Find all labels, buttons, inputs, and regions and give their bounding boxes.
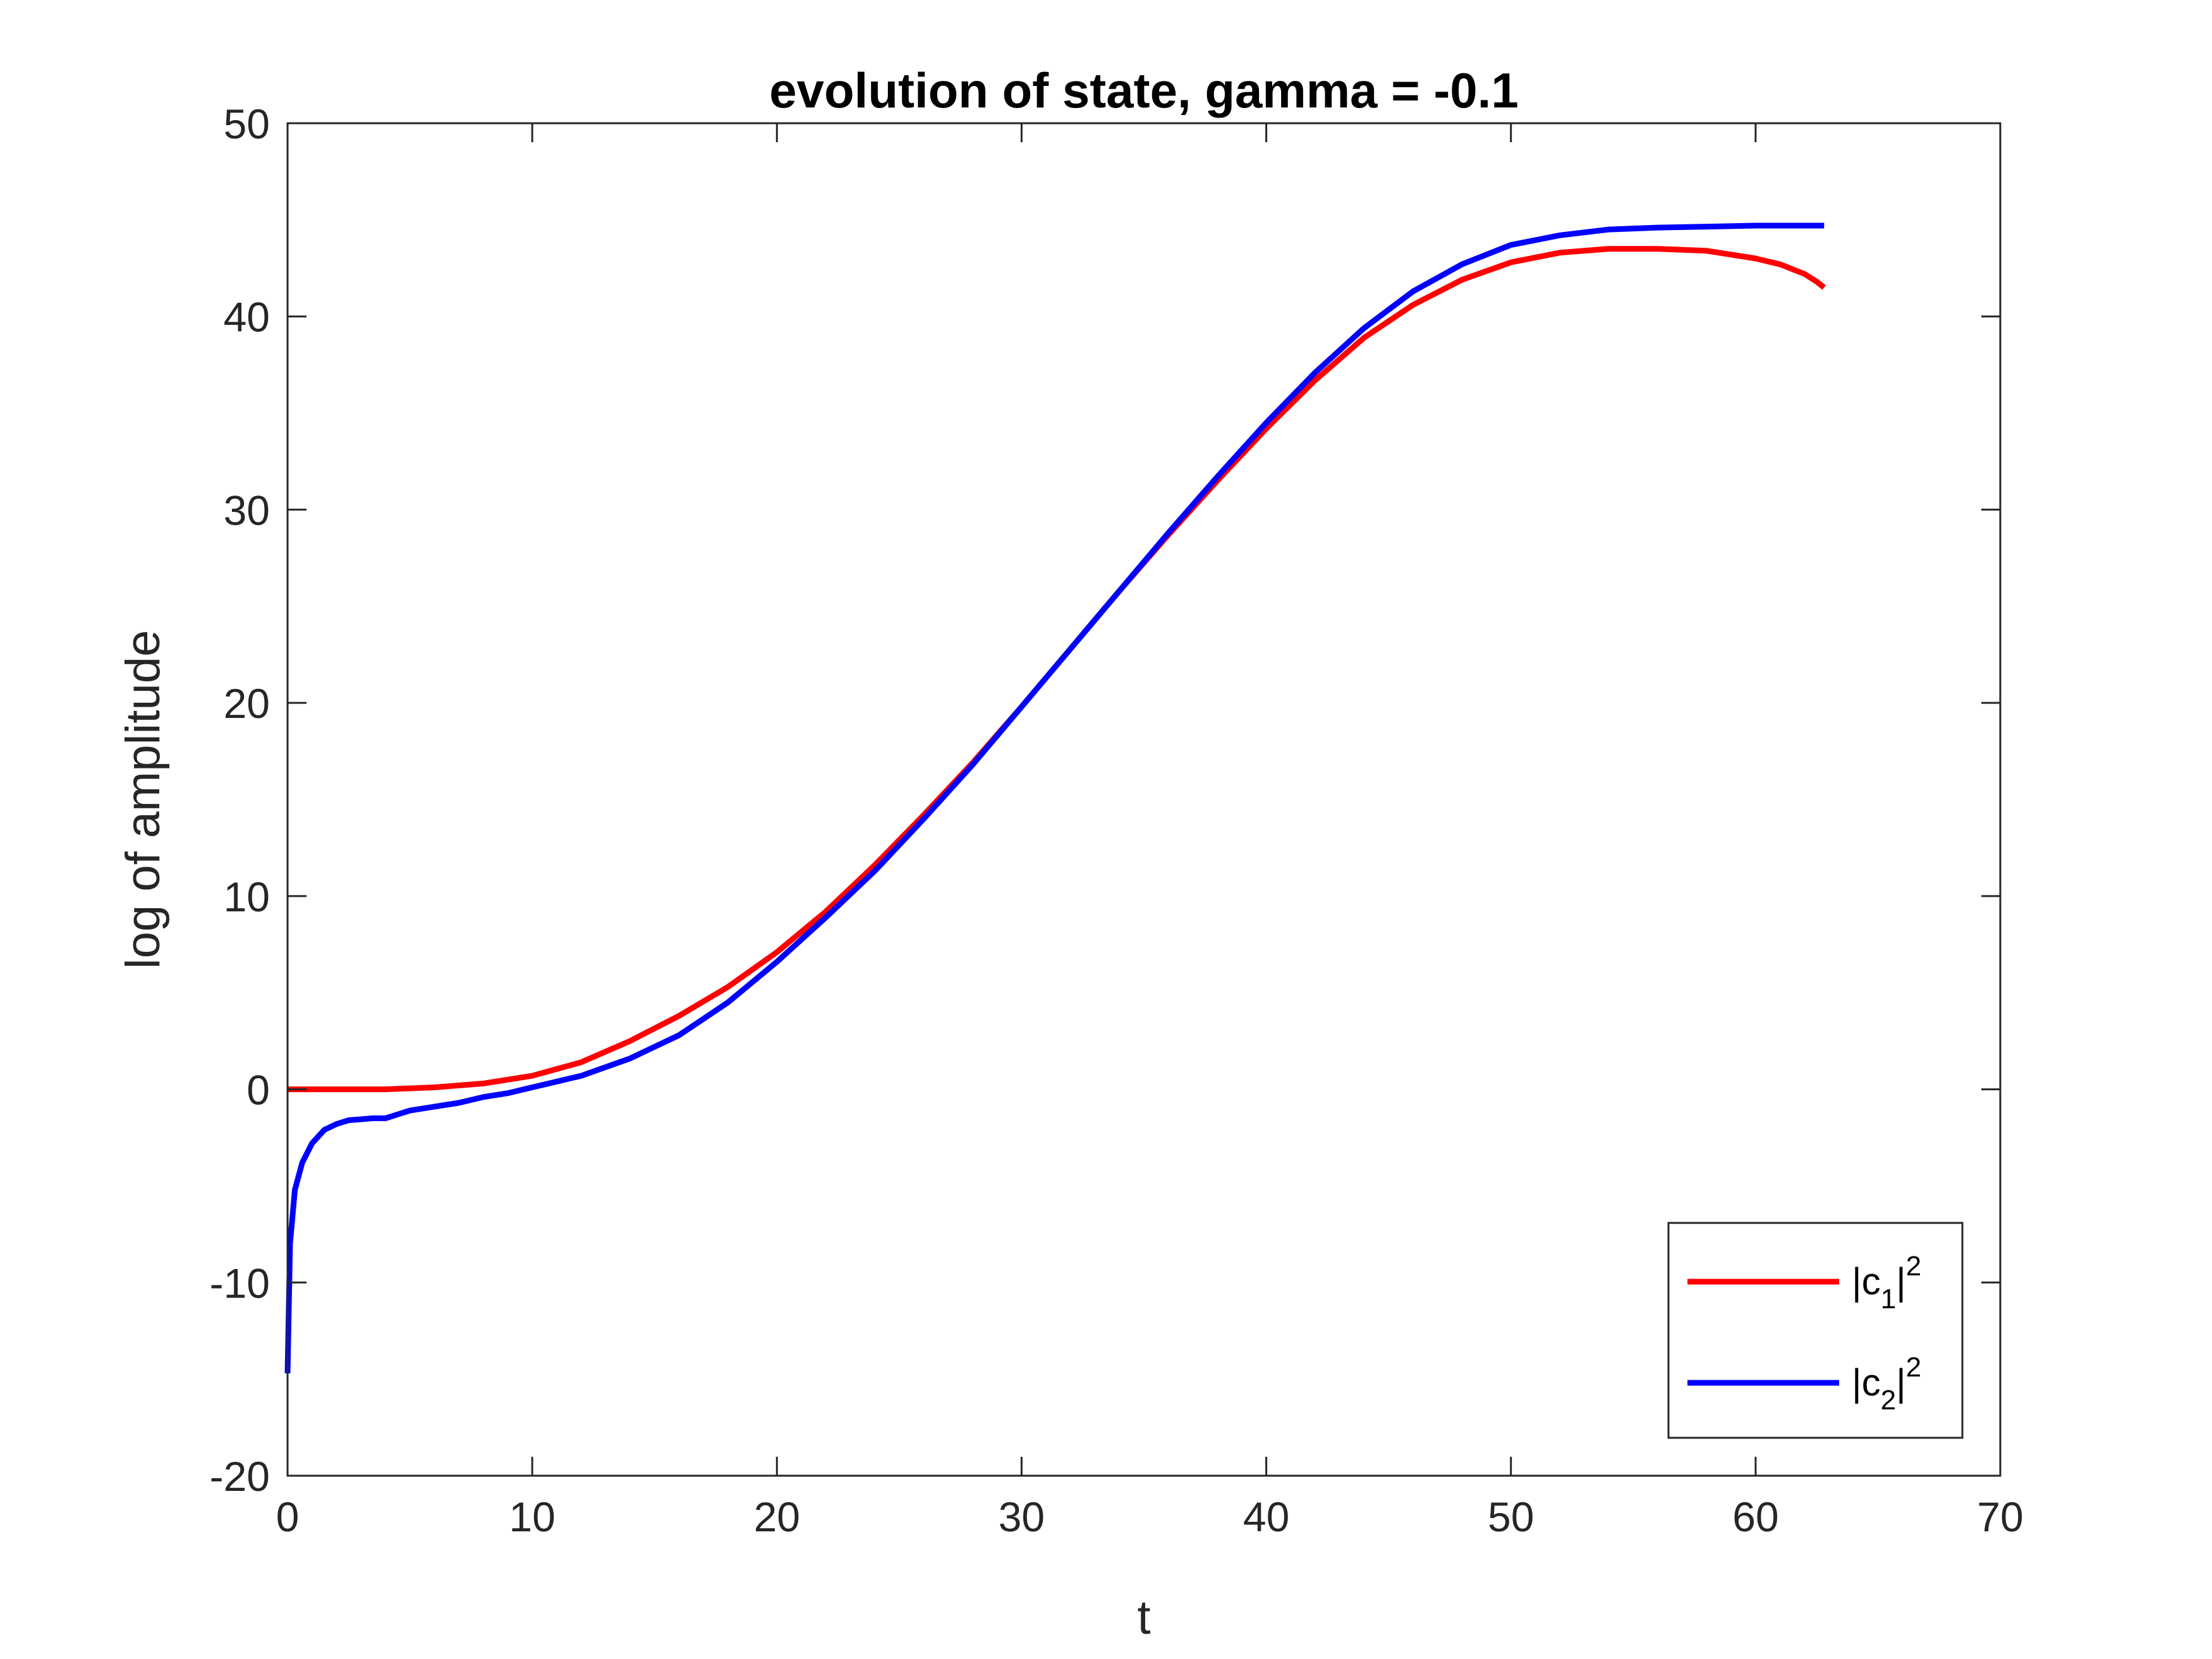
- legend: |c1|2 |c2|2: [1667, 1222, 1964, 1439]
- series-line-c2: [284, 222, 1825, 1374]
- x-tick-label: 70: [1977, 1493, 2023, 1540]
- chart-title: evolution of state, gamma = -0.1: [769, 63, 1518, 118]
- x-axis-label: t: [1137, 1591, 1150, 1644]
- y-tick-label: 0: [246, 1067, 270, 1114]
- y-tick-label: -10: [210, 1260, 270, 1306]
- x-tick-label: 50: [1488, 1493, 1534, 1540]
- x-tick-label: 40: [1243, 1493, 1289, 1540]
- legend-entry-c2: |c2|2: [1852, 1352, 1921, 1416]
- x-tick-label: 10: [509, 1493, 555, 1540]
- y-tick-label: 20: [224, 680, 270, 727]
- legend-entry-c2-sup: 2: [1906, 1352, 1921, 1383]
- legend-entry-c2-tail: |: [1896, 1361, 1906, 1404]
- legend-entry-c1-sub: 1: [1881, 1284, 1896, 1315]
- legend-entry-c1-sup: 2: [1906, 1251, 1921, 1282]
- legend-entry-c1: |c1|2: [1852, 1251, 1921, 1315]
- legend-entry-c2-base: |c: [1852, 1361, 1881, 1404]
- y-tick-label: 40: [224, 294, 270, 341]
- y-axis-label: log of amplitude: [116, 630, 170, 969]
- legend-entry-c1-base: |c: [1852, 1260, 1881, 1303]
- legend-entry-c1-tail: |: [1896, 1260, 1906, 1303]
- series-layer: [284, 222, 1826, 1374]
- x-tick-label: 60: [1732, 1493, 1778, 1540]
- ticks-layer: 0 10 20 30 40 50 60 70 -20 -10 0 10 20 30 40 50: [210, 100, 2024, 1540]
- plot-frame: [286, 122, 2002, 1477]
- y-tick-label: 30: [224, 487, 270, 533]
- x-tick-label: 20: [754, 1493, 800, 1540]
- y-tick-label: 50: [224, 100, 270, 147]
- y-tick-label: 10: [224, 873, 270, 920]
- legend-entry-c2-sub: 2: [1881, 1385, 1896, 1416]
- x-tick-label: 0: [276, 1493, 300, 1540]
- y-tick-label: -20: [210, 1453, 270, 1500]
- legend-box: [1667, 1222, 1964, 1439]
- x-tick-label: 30: [999, 1493, 1045, 1540]
